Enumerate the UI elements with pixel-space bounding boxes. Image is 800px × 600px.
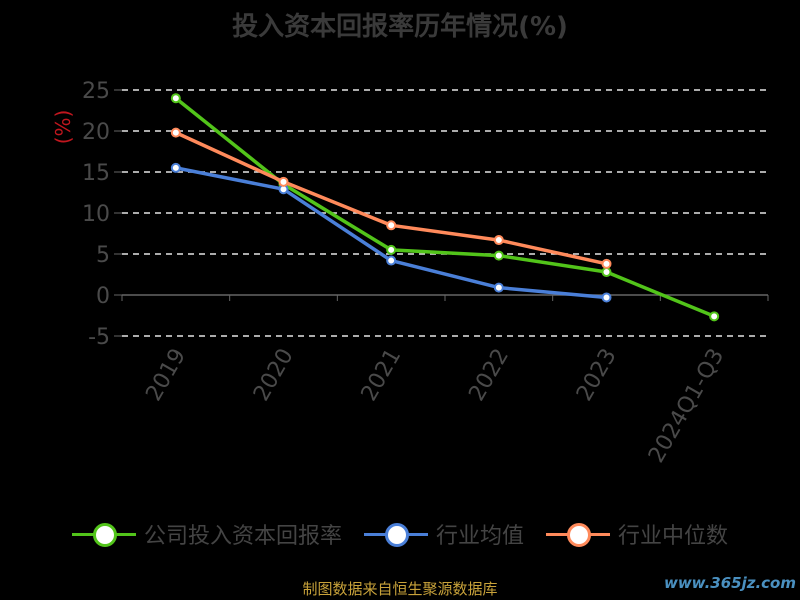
- series-line: [174, 96, 715, 318]
- data-point: [386, 255, 397, 266]
- data-point: [170, 162, 181, 173]
- data-point: [493, 235, 504, 246]
- series-line: [175, 131, 607, 266]
- data-point: [601, 267, 612, 278]
- y-tick-label: 5: [96, 243, 110, 268]
- data-point: [601, 258, 612, 269]
- legend-item[interactable]: 公司投入资本回报率: [71, 518, 342, 550]
- y-axis-label: (%): [51, 110, 75, 145]
- data-point: [170, 127, 181, 138]
- x-tick-label: 2019: [141, 345, 191, 406]
- y-tick-label: 10: [82, 202, 110, 227]
- legend-item[interactable]: 行业中位数: [546, 518, 728, 550]
- chart-title: 投入资本回报率历年情况(%): [232, 12, 568, 42]
- legend: 公司投入资本回报率 行业均值 行业中位数: [0, 518, 800, 550]
- legend-label: 行业均值: [435, 524, 524, 549]
- x-tick-label: 2024Q1-Q3: [644, 345, 729, 468]
- source-note: 制图数据来自恒生聚源数据库: [302, 580, 498, 598]
- y-tick-label: 0: [96, 284, 110, 309]
- y-tick-label: 15: [82, 161, 110, 186]
- data-point: [601, 292, 612, 303]
- data-point: [493, 250, 504, 261]
- data-point: [386, 220, 397, 231]
- y-tick-label: 20: [82, 120, 110, 145]
- x-tick-label: 2022: [464, 345, 514, 406]
- data-point: [278, 176, 289, 187]
- data-point: [709, 311, 720, 322]
- data-point: [170, 93, 181, 104]
- legend-swatch: [71, 522, 136, 547]
- y-tick-label: 25: [82, 79, 110, 104]
- legend-swatch: [363, 522, 428, 547]
- legend-label: 行业中位数: [618, 524, 729, 549]
- legend-label: 公司投入资本回报率: [143, 524, 342, 549]
- x-tick-label: 2020: [249, 345, 299, 406]
- data-point: [493, 282, 504, 293]
- axis-layer: -5 0 5 10 15 20 25 (%) 2019 2020 2021 2022 2023 2024Q…: [51, 79, 769, 468]
- series-layer: [170, 93, 720, 322]
- x-tick-label: 2023: [572, 345, 622, 406]
- legend-swatch: [546, 522, 610, 547]
- watermark: www.365jz.com: [663, 574, 796, 592]
- legend-item[interactable]: 行业均值: [363, 518, 524, 550]
- data-point: [386, 244, 397, 255]
- y-tick-label: -5: [88, 325, 110, 350]
- x-tick-label: 2021: [357, 345, 407, 406]
- series-line: [175, 166, 607, 300]
